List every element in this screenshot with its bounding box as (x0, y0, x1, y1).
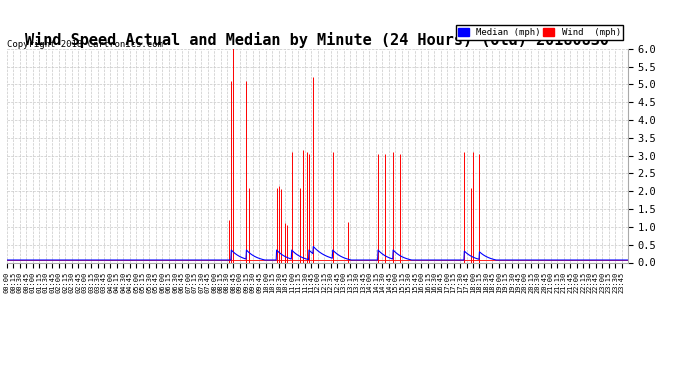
Legend: Median (mph), Wind  (mph): Median (mph), Wind (mph) (455, 26, 623, 40)
Title: Wind Speed Actual and Median by Minute (24 Hours) (Old) 20180830: Wind Speed Actual and Median by Minute (… (26, 32, 609, 48)
Text: Copyright 2018 Cartronics.com: Copyright 2018 Cartronics.com (7, 40, 163, 49)
